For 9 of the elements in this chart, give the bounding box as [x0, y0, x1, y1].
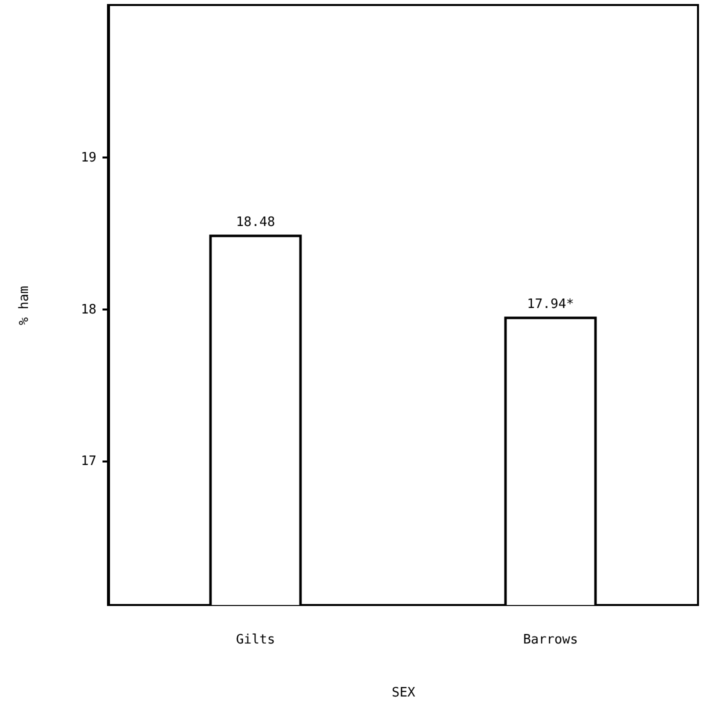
- y-tick-label: 17: [80, 454, 96, 470]
- x-tick-label: Barrows: [523, 632, 578, 648]
- y-tick-label: 19: [80, 150, 96, 166]
- x-tick-label: Gilts: [236, 632, 276, 648]
- x-axis-title: SEX: [392, 686, 416, 700]
- data-label: 18.48: [236, 214, 276, 230]
- y-tick-label: 18: [80, 302, 96, 318]
- data-label: 17.94*: [527, 296, 574, 312]
- y-axis-title: % ham: [16, 286, 32, 326]
